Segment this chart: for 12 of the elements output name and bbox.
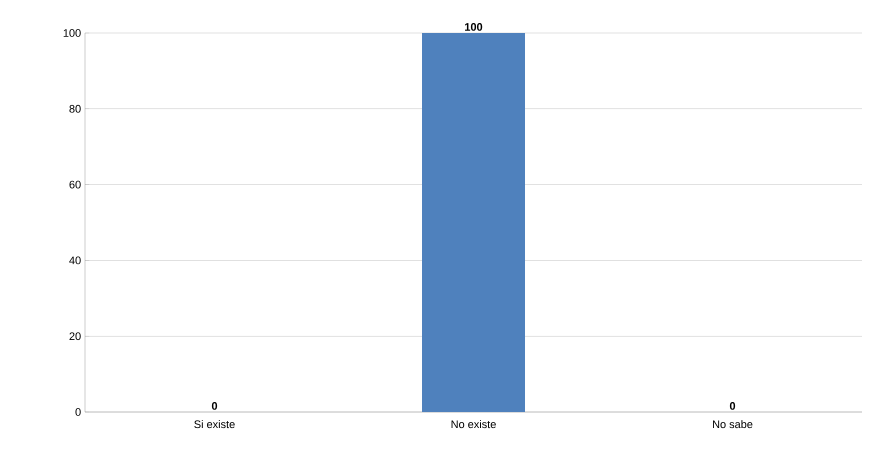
y-tick-label: 100 bbox=[64, 29, 81, 37]
y-tick-label: 0 bbox=[75, 408, 81, 416]
data-label: 100 bbox=[465, 23, 482, 31]
y-tick-label: 40 bbox=[69, 256, 81, 264]
x-tick-label: Si existe bbox=[194, 420, 235, 428]
y-tick-label: 80 bbox=[69, 104, 81, 113]
x-tick-label: No sabe bbox=[713, 420, 752, 428]
x-tick-label: No existe bbox=[452, 420, 496, 428]
y-tick-label: 20 bbox=[70, 332, 81, 340]
y-tick-label: 60 bbox=[70, 180, 81, 188]
data-label: 0 bbox=[730, 402, 736, 410]
data-label: 0 bbox=[212, 402, 218, 410]
